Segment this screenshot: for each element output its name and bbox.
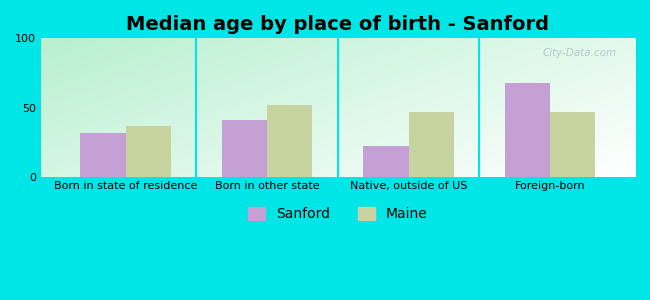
Title: Median age by place of birth - Sanford: Median age by place of birth - Sanford: [127, 15, 549, 34]
Legend: Sanford, Maine: Sanford, Maine: [241, 200, 434, 228]
Bar: [409, 112, 454, 177]
Bar: [81, 133, 125, 177]
Bar: [125, 126, 171, 177]
Text: City-Data.com: City-Data.com: [543, 48, 618, 58]
Bar: [363, 146, 409, 177]
Bar: [505, 83, 550, 177]
Bar: [222, 120, 267, 177]
Bar: [550, 112, 595, 177]
Bar: [267, 105, 313, 177]
